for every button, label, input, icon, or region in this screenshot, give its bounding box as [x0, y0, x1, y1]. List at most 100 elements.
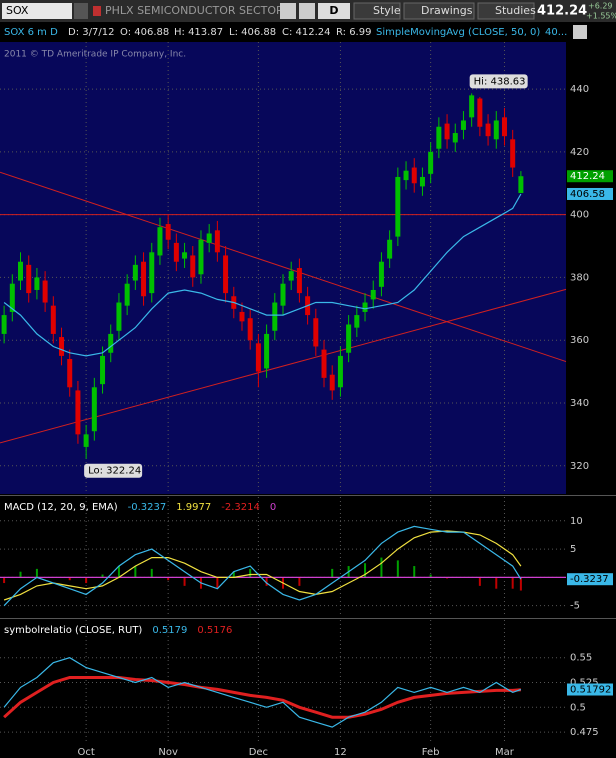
- candle-body: [83, 434, 89, 447]
- info-open: O: 406.88: [120, 27, 169, 38]
- histogram-bar: [232, 571, 235, 578]
- candle-body: [42, 280, 48, 303]
- symbol: SOX: [6, 4, 29, 17]
- histogram-bar: [216, 577, 219, 589]
- candle-body: [239, 311, 245, 322]
- copyright: 2011 © TD Ameritrade IP Company, Inc.: [4, 50, 186, 60]
- study-legend: MACD (12, 20, 9, EMA): [4, 502, 118, 513]
- symbol-flag: [93, 6, 101, 16]
- candle-body: [436, 126, 442, 149]
- study-legend: 0.5179: [152, 625, 187, 636]
- candle-body: [26, 264, 32, 294]
- study-legend: -2.3214: [221, 502, 260, 513]
- info-close: C: 412.24: [282, 27, 331, 38]
- histogram-bar: [429, 574, 432, 578]
- candle-body: [510, 139, 516, 168]
- histogram-bar: [117, 566, 120, 578]
- value-badge: [567, 187, 613, 200]
- symbol-input[interactable]: [2, 3, 72, 19]
- candle-body: [280, 283, 286, 306]
- y-tick-label: 0.55: [570, 653, 592, 664]
- candle-body: [518, 176, 524, 194]
- candle-body: [378, 261, 384, 287]
- histogram-bar: [3, 577, 6, 584]
- candle-body: [296, 268, 302, 294]
- drawings-button[interactable]: [403, 2, 475, 20]
- info-range: R: 6.99: [336, 27, 371, 38]
- style-button[interactable]: [353, 2, 401, 20]
- value-badge: [567, 573, 613, 586]
- x-tick-label: Oct: [77, 747, 94, 758]
- candle-body: [34, 277, 40, 290]
- info-more: 40...: [545, 27, 567, 38]
- histogram-bar: [19, 571, 22, 578]
- window-button[interactable]: [573, 25, 587, 39]
- histogram-bar: [183, 577, 186, 586]
- symbol-dropdown[interactable]: [74, 3, 88, 19]
- histogram-bar: [167, 577, 170, 581]
- study-line: [3, 676, 522, 719]
- candle-body: [9, 283, 15, 312]
- histogram-bar: [298, 577, 301, 586]
- candle-body: [387, 239, 393, 259]
- candle-body: [132, 264, 138, 281]
- info-bar: [0, 22, 616, 42]
- value-badge-label: 412.24: [570, 171, 605, 182]
- aggregation-button[interactable]: [318, 3, 350, 19]
- x-tick-label: Mar: [495, 747, 515, 758]
- tool-button[interactable]: [299, 3, 315, 19]
- candle-body: [321, 349, 327, 378]
- histogram-bar: [150, 568, 153, 578]
- histogram-bar: [495, 577, 498, 589]
- candle-body: [18, 261, 24, 281]
- y-tick-label: 340: [570, 398, 589, 409]
- candle-body: [411, 167, 417, 184]
- histogram-bar: [396, 560, 399, 578]
- value-badge-label: 0.51792: [570, 685, 611, 696]
- candle-body: [59, 337, 65, 356]
- histogram-bar: [249, 568, 252, 578]
- studies-label: Studies: [495, 4, 536, 17]
- candle-body: [460, 120, 466, 130]
- y-tick-label: -5: [570, 601, 580, 612]
- value-badge: [567, 683, 613, 696]
- histogram-bar: [511, 577, 514, 589]
- candle-body: [91, 387, 97, 432]
- histogram-bar: [68, 577, 71, 581]
- y-tick-label: 10: [570, 516, 583, 527]
- candle-body: [198, 239, 204, 275]
- candle-body: [149, 252, 155, 294]
- study-legend: symbolrelatio (CLOSE, RUT): [4, 625, 142, 636]
- candle-body: [288, 271, 294, 281]
- candle-body: [403, 170, 409, 181]
- histogram-bar: [101, 574, 104, 578]
- annotation: Lo: 322.24: [88, 466, 141, 477]
- histogram-bar: [380, 557, 383, 578]
- candle-body: [354, 315, 360, 328]
- histogram-bar: [85, 577, 88, 584]
- study-legend: 1.9977: [176, 502, 211, 513]
- x-tick-label: 12: [334, 747, 347, 758]
- info-symbol: SOX 6 m D: [4, 27, 58, 38]
- macd-panel: [0, 497, 566, 617]
- value-badge-label: 406.58: [570, 189, 605, 200]
- candle-body: [67, 359, 73, 388]
- histogram-bar: [364, 563, 367, 578]
- candle-body: [214, 230, 220, 253]
- studies-button[interactable]: [477, 2, 535, 20]
- tool-button[interactable]: [280, 3, 296, 19]
- info-study: SimpleMovingAvg (CLOSE, 50, 0): [376, 27, 540, 38]
- candle-body: [485, 123, 491, 137]
- histogram-bar: [35, 568, 38, 578]
- candle-body: [428, 151, 434, 174]
- candle-body: [395, 176, 401, 237]
- study-line: [3, 657, 522, 728]
- candle-body: [501, 117, 507, 137]
- candle-body: [313, 318, 319, 347]
- x-tick-label: Nov: [158, 747, 178, 758]
- style-label: Style: [373, 4, 401, 17]
- histogram-bar: [519, 577, 522, 591]
- y-tick-label: 320: [570, 461, 589, 472]
- candle-body: [264, 333, 270, 369]
